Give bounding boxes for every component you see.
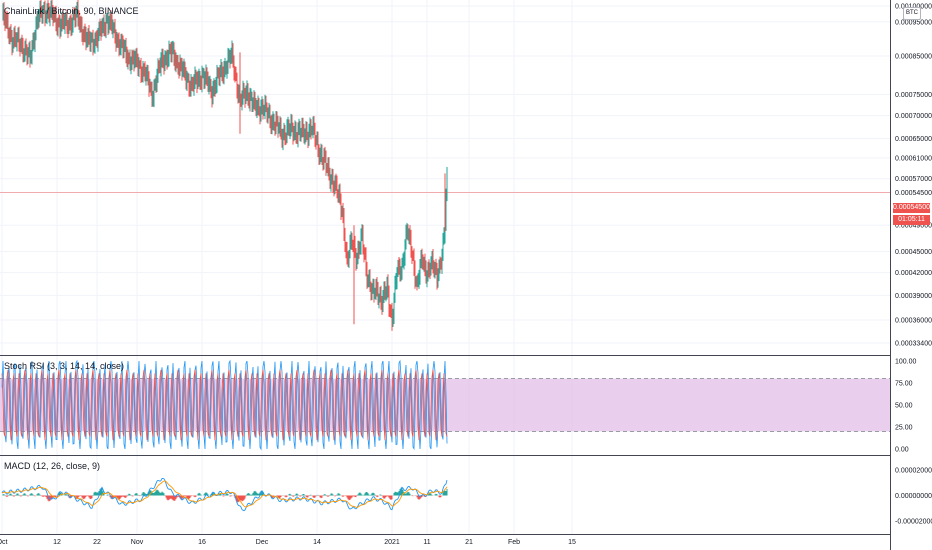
price-tick-label: 0.00085000 <box>895 53 932 60</box>
time-tick-label: Feb <box>508 539 520 546</box>
price-tick-label: 0.00042000 <box>895 270 932 277</box>
grid <box>0 0 890 534</box>
price-tick-label: 0.00061000 <box>895 155 932 162</box>
stoch-tick-label: 50.00 <box>895 403 913 410</box>
price-tick-label: 0.00039000 <box>895 293 932 300</box>
time-tick-label: 21 <box>465 539 473 546</box>
time-tick-label: 14 <box>313 539 321 546</box>
price-tick-label: 0.00075000 <box>895 92 932 99</box>
price-tick-label: 0.00045000 <box>895 249 932 256</box>
macd-tick-label: -0.00002000 <box>895 519 932 526</box>
time-tick-label: 11 <box>423 539 430 546</box>
macd-pane[interactable] <box>1 477 448 512</box>
stoch-rsi-title[interactable]: Stoch RSI (3, 3, 14, 14, close) <box>4 361 125 371</box>
macd-tick-label: 0.00000000 <box>895 493 932 500</box>
stoch-tick-label: 100.00 <box>895 359 917 366</box>
stoch-d-line <box>1 369 448 441</box>
stoch-rsi-pane[interactable] <box>0 359 890 451</box>
signal-line <box>1 480 448 508</box>
stoch-tick-label: 75.00 <box>895 381 913 388</box>
countdown-tag: 01:05:11 <box>893 215 930 225</box>
price-pane[interactable] <box>0 0 890 331</box>
time-tick-label: 16 <box>198 539 206 546</box>
price-tick-label: 0.00065000 <box>895 136 932 143</box>
time-tick-label: Nov <box>131 539 144 546</box>
time-tick-label: Oct <box>0 539 7 546</box>
stoch-tick-label: 0.00 <box>895 447 909 454</box>
macd-tick-label: 0.00002000 <box>895 467 932 474</box>
time-tick-label: 2021 <box>384 539 400 546</box>
macd-title[interactable]: MACD (12, 26, close, 9) <box>4 461 101 471</box>
price-tick-label: 0.00049000 <box>895 223 932 230</box>
stoch-tick-label: 25.00 <box>895 425 913 432</box>
currency-badge[interactable]: BTC <box>903 7 921 20</box>
price-tick-label: 0.00057000 <box>895 176 932 183</box>
symbol-title[interactable]: ChainLink / Bitcoin, 90, BINANCE <box>4 6 139 16</box>
stoch-k-line <box>1 359 448 451</box>
time-tick-label: 12 <box>53 539 61 546</box>
time-tick-label: 22 <box>93 539 101 546</box>
price-tick-label: 0.00070000 <box>895 113 932 120</box>
price-tick-label: 0.00033400 <box>895 341 932 348</box>
time-tick-label: Dec <box>256 539 269 546</box>
time-tick-label: 15 <box>568 539 576 546</box>
price-tick-label: 0.00095000 <box>895 19 932 26</box>
price-tick-label: 0.00054500 <box>895 190 932 197</box>
last-price-tag: 0.00054500 <box>893 203 930 213</box>
price-tick-label: 0.00036000 <box>895 317 932 324</box>
